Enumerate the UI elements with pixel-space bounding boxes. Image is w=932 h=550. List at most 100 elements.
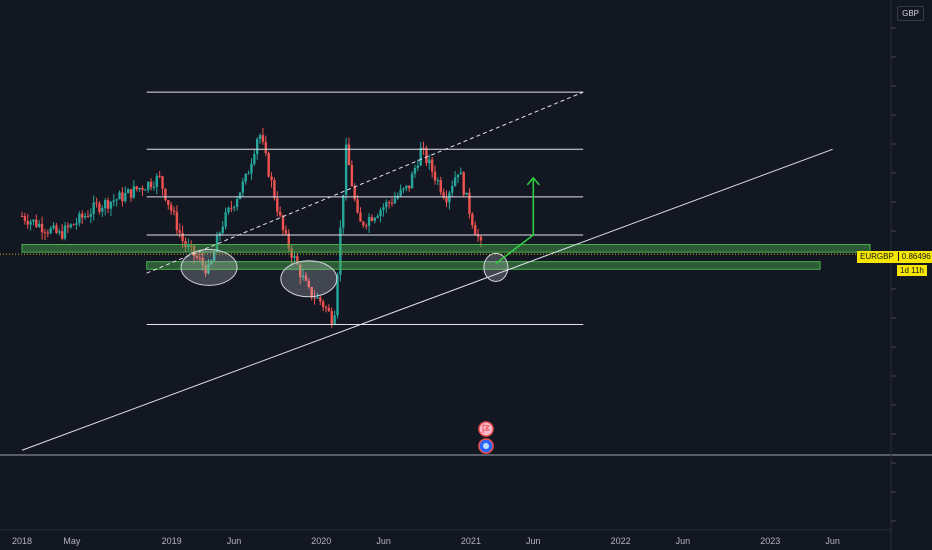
candle-body <box>319 297 322 302</box>
candle-body <box>342 194 345 228</box>
time-axis-tick-label: Jun <box>526 536 541 546</box>
candle-body <box>49 228 52 234</box>
candle-body <box>235 199 239 207</box>
candle-body <box>241 181 245 193</box>
highlight-ellipse[interactable] <box>483 252 509 282</box>
candle-body <box>445 197 448 203</box>
highlight-ellipse[interactable] <box>280 260 338 298</box>
earnings-event-icon[interactable] <box>478 438 494 454</box>
candle-body <box>425 147 428 164</box>
candle-body <box>169 204 173 211</box>
time-axis-tick-label: 2020 <box>311 536 331 546</box>
candle-body <box>55 225 58 233</box>
candle-body <box>101 208 104 212</box>
annotations <box>0 91 891 451</box>
candle-body <box>161 176 164 189</box>
candle-body <box>307 280 311 287</box>
candle-body <box>453 177 457 187</box>
candle-body <box>218 232 222 236</box>
candle-body <box>115 199 118 201</box>
candle-body <box>23 216 27 221</box>
candle-body <box>344 144 348 195</box>
candle-body <box>362 221 365 226</box>
candle-body <box>393 198 397 204</box>
candle-body <box>364 225 368 227</box>
candle-body <box>135 186 138 190</box>
candle-body <box>192 245 196 256</box>
candle-body <box>313 297 316 299</box>
candle-body <box>63 225 67 239</box>
candle-body <box>230 207 233 209</box>
candle-body <box>244 173 247 182</box>
candle-body <box>175 212 179 231</box>
time-axis-tick-label: 2018 <box>12 536 32 546</box>
candle-body <box>69 224 72 228</box>
time-axis: 2018 May 2019 Jun 2020 Jun 2021 Jun 2022 Jun 2023 J… <box>12 536 840 546</box>
solid-trendline[interactable] <box>21 148 833 451</box>
candle-body <box>301 275 305 278</box>
candle-body <box>155 175 159 188</box>
candle-body <box>215 235 219 253</box>
support-zone[interactable] <box>146 261 821 270</box>
event-markers <box>478 421 494 454</box>
candle-body <box>350 165 354 187</box>
candle-body <box>75 223 78 225</box>
candle-body <box>144 189 147 191</box>
candle-body <box>58 231 61 233</box>
candle-body <box>293 256 296 258</box>
candle-body <box>413 167 417 174</box>
candle-body <box>462 172 465 195</box>
candle-body <box>264 141 267 154</box>
highlight-ellipse[interactable] <box>180 248 238 286</box>
time-axis-tick-label: 2021 <box>461 536 481 546</box>
candle-body <box>207 263 210 274</box>
last-price-tag: EURGBP 0.86496 <box>857 251 932 263</box>
candle-body <box>353 186 356 200</box>
candle-body <box>422 147 425 149</box>
candle-body <box>359 212 362 222</box>
candle-body <box>224 212 227 227</box>
candle-body <box>419 147 422 166</box>
time-axis-tick-label: Jun <box>227 536 242 546</box>
time-axis-tick-label: Jun <box>676 536 691 546</box>
currency-badge[interactable]: GBP <box>897 6 924 21</box>
candle-body <box>83 216 87 218</box>
flag-event-icon[interactable] <box>478 421 494 437</box>
candle-body <box>385 202 388 208</box>
candle-body <box>141 187 144 190</box>
candle-body <box>149 181 153 188</box>
candle-body <box>376 216 379 218</box>
dashed-trendline[interactable] <box>146 91 584 274</box>
candle-body <box>124 192 127 202</box>
candle-body <box>261 135 265 142</box>
resistance-zone[interactable] <box>21 244 871 253</box>
candle-body <box>121 192 124 202</box>
candle-body <box>78 213 81 224</box>
candle-body <box>304 275 308 281</box>
candle-body <box>32 219 35 222</box>
candle-body <box>72 224 75 226</box>
candle-body <box>284 230 288 234</box>
candle-body <box>247 173 250 175</box>
candle-body <box>299 264 302 278</box>
projection-arrow[interactable] <box>495 177 535 265</box>
time-axis-tick-label: Jun <box>825 536 840 546</box>
candle-body <box>92 202 95 215</box>
candle-body <box>233 206 236 208</box>
candle-body <box>296 256 299 265</box>
candle-body <box>40 223 44 233</box>
time-axis-tick-label: 2023 <box>760 536 780 546</box>
candle-body <box>164 188 167 201</box>
candle-body <box>112 200 115 202</box>
candle-body <box>267 153 270 177</box>
candle-body <box>333 315 336 325</box>
candle-body <box>339 227 342 275</box>
candle-body <box>86 216 90 218</box>
candle-body <box>66 225 70 228</box>
candle-body <box>95 202 98 204</box>
candle-body <box>60 231 64 239</box>
candle-body <box>428 159 431 164</box>
candle-body <box>290 248 293 258</box>
candle-body <box>287 233 290 249</box>
